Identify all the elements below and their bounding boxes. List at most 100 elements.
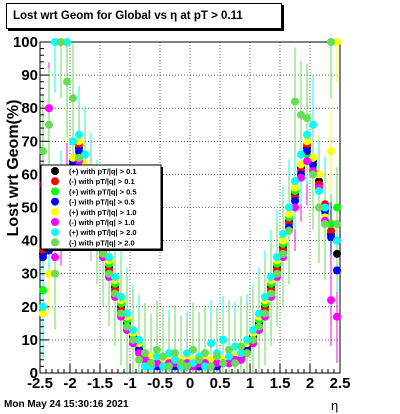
x-tick-label: 1	[246, 375, 254, 392]
data-point	[75, 153, 83, 162]
legend-marker	[51, 228, 59, 237]
data-point	[159, 362, 167, 371]
legend-label: (+) with pT/|q| > 0.5	[69, 187, 137, 196]
data-point	[309, 170, 317, 179]
data-point	[255, 322, 263, 331]
data-point	[237, 355, 245, 364]
data-point	[333, 203, 341, 212]
y-tick-label: 70	[21, 133, 38, 150]
data-point	[123, 322, 131, 331]
legend-label: (+) with pT/|q| > 2.0	[69, 228, 137, 237]
y-tick-label: 10	[21, 332, 38, 349]
data-point	[171, 355, 179, 364]
legend-marker	[51, 207, 59, 216]
data-point	[105, 253, 113, 262]
data-point	[231, 342, 239, 351]
legend-label: (-) with pT/|q| > 2.0	[69, 238, 135, 247]
data-point	[117, 309, 125, 318]
data-points	[39, 38, 341, 371]
data-point	[207, 355, 215, 364]
data-point	[129, 335, 137, 344]
data-point	[213, 359, 221, 368]
data-point	[333, 38, 341, 46]
data-point	[159, 352, 167, 361]
data-point	[111, 273, 119, 282]
legend-marker	[51, 187, 59, 196]
data-point	[273, 253, 281, 262]
data-point	[285, 226, 293, 235]
data-point	[333, 266, 341, 275]
data-point	[237, 342, 245, 351]
y-tick-label: 100	[13, 34, 38, 51]
legend-label: (-) with pT/|q| > 1.0	[69, 218, 135, 227]
y-tick-label: 50	[21, 200, 38, 217]
data-point	[267, 273, 275, 282]
x-tick-label: -1	[123, 375, 136, 392]
data-point	[291, 196, 299, 205]
data-point	[327, 226, 335, 235]
data-point	[63, 38, 71, 46]
data-point	[267, 289, 275, 298]
data-point	[297, 110, 305, 119]
data-point	[189, 359, 197, 368]
data-point	[279, 229, 287, 238]
data-point	[153, 359, 161, 368]
data-point	[141, 362, 149, 371]
data-point	[81, 150, 89, 159]
data-point	[273, 269, 281, 278]
legend-box	[40, 164, 162, 250]
data-point	[309, 153, 317, 162]
data-point	[327, 38, 335, 46]
data-point	[45, 120, 53, 129]
data-point	[309, 120, 317, 129]
data-point	[315, 203, 323, 212]
data-point	[165, 349, 173, 358]
data-point	[303, 114, 311, 123]
y-tick-label: 80	[21, 100, 38, 117]
data-point	[75, 147, 83, 156]
data-point	[297, 150, 305, 159]
data-point	[279, 236, 287, 245]
data-point	[231, 359, 239, 368]
data-point	[261, 292, 269, 301]
legend-label: (-) with pT/|q| > 0.1	[69, 177, 135, 186]
data-point	[75, 137, 83, 146]
data-point	[327, 147, 335, 156]
data-point	[219, 359, 227, 368]
data-point	[279, 249, 287, 258]
data-point	[147, 352, 155, 361]
data-point	[39, 309, 47, 318]
data-point	[189, 345, 197, 354]
data-point	[39, 302, 47, 311]
data-point	[51, 253, 59, 262]
data-point	[249, 325, 257, 334]
y-tick-label: 90	[21, 67, 38, 84]
data-point	[315, 186, 323, 195]
x-tick-label: -2.5	[27, 375, 53, 392]
axes: -2.5 -2 -1.5 -1 -0.5 0 0.5 1 1.5 2 2.5 0 10 20 30 40 50 6…	[13, 34, 350, 392]
data-point	[111, 289, 119, 298]
data-point	[213, 352, 221, 361]
legend-label: (+) with pT/|q| > 1.0	[69, 208, 137, 217]
data-point	[333, 312, 341, 321]
data-point	[219, 335, 227, 344]
x-tick-label: 2	[306, 375, 314, 392]
data-point	[177, 359, 185, 368]
data-point	[171, 349, 179, 358]
x-tick-label: -0.5	[147, 375, 173, 392]
data-point	[309, 160, 317, 169]
data-point	[45, 269, 53, 278]
data-point	[123, 309, 131, 318]
data-point	[63, 77, 71, 86]
data-point	[69, 94, 77, 103]
data-point	[303, 157, 311, 166]
data-point	[51, 38, 59, 46]
legend-marker	[51, 177, 59, 186]
data-point	[201, 362, 209, 371]
data-point	[165, 362, 173, 371]
x-tick-label: 0	[186, 375, 194, 392]
data-point	[195, 355, 203, 364]
data-point	[141, 349, 149, 358]
data-point	[39, 286, 47, 295]
